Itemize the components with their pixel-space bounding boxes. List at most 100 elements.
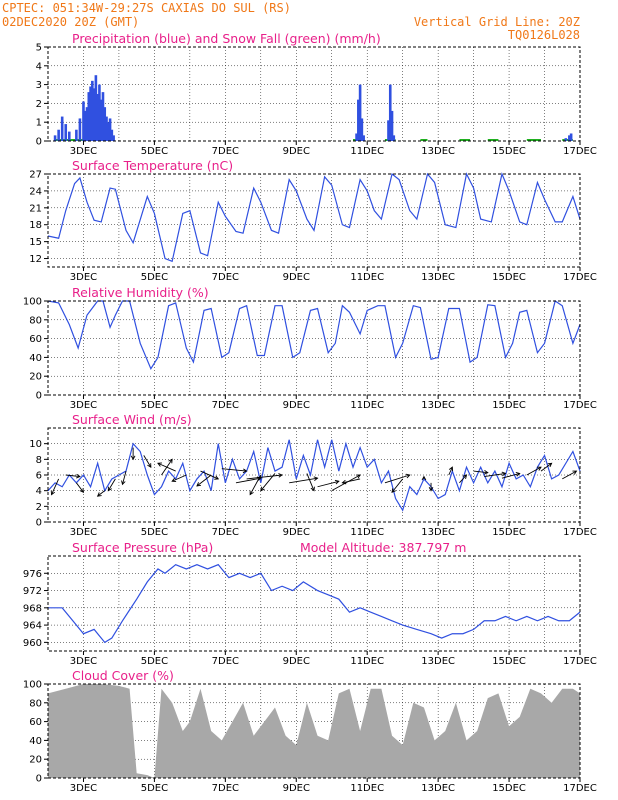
header-location: CPTEC: 051:34W-29:27S CAXIAS DO SUL (RS) bbox=[2, 1, 291, 15]
x-tick-label: 11DEC bbox=[350, 656, 384, 667]
x-tick-label: 3DEC bbox=[70, 146, 97, 157]
precip-title: Precipitation (blue) and Snow Fall (gree… bbox=[72, 31, 381, 46]
precip-bar bbox=[89, 86, 92, 141]
precip-bar bbox=[75, 129, 78, 141]
x-tick-label: 11DEC bbox=[350, 400, 384, 411]
x-tick-label: 11DEC bbox=[350, 783, 384, 794]
y-tick-label: 8 bbox=[36, 455, 42, 466]
precip-bar bbox=[564, 138, 568, 141]
y-tick-label: 40 bbox=[29, 353, 42, 364]
x-tick-label: 13DEC bbox=[421, 146, 455, 157]
x-tick-label: 17DEC bbox=[563, 146, 597, 157]
pressure-annotation: Model Altitude: 387.797 m bbox=[300, 540, 466, 555]
precip-panel: 0 1 2 3 4 5 3DEC 5DEC 7DEC 9DEC 11DEC 13DEC 15DEC 17D… bbox=[36, 31, 597, 157]
precip-bar bbox=[57, 129, 60, 141]
precip-bar bbox=[87, 92, 91, 141]
x-tick-label: 15DEC bbox=[492, 656, 526, 667]
y-tick-label: 4 bbox=[36, 61, 42, 72]
wind-vector bbox=[260, 473, 276, 491]
temperature-frame bbox=[47, 173, 581, 268]
x-tick-label: 15DEC bbox=[492, 783, 526, 794]
wind-vector-head bbox=[214, 475, 220, 480]
precip-bar bbox=[568, 135, 571, 141]
wind-vector bbox=[391, 478, 404, 493]
wind-vector-head bbox=[515, 472, 521, 477]
x-tick-label: 5DEC bbox=[141, 656, 168, 667]
precip-bar bbox=[387, 120, 390, 141]
wind-vector-head bbox=[501, 471, 507, 477]
wind-vector-head bbox=[547, 462, 553, 468]
y-tick-label: 968 bbox=[23, 603, 42, 614]
pressure-panel: 960 964 968 972 976 3DEC 5DEC 7DEC 9DEC 11DEC 13DE… bbox=[23, 540, 597, 667]
temperature-series-line bbox=[47, 172, 581, 263]
x-tick-label: 9DEC bbox=[283, 527, 310, 538]
y-tick-label: 4 bbox=[36, 486, 42, 497]
header-grid-line: Vertical Grid Line: 20Z bbox=[414, 15, 580, 29]
wind-vector-head bbox=[278, 473, 284, 478]
x-tick-label: 15DEC bbox=[492, 146, 526, 157]
y-tick-label: 18 bbox=[29, 220, 42, 231]
y-tick-label: 0 bbox=[36, 391, 42, 402]
y-tick-label: 2 bbox=[36, 502, 42, 513]
y-tick-label: 60 bbox=[29, 717, 42, 728]
wind-vector-head bbox=[313, 476, 319, 481]
wind-vector bbox=[196, 474, 212, 487]
precip-bar bbox=[85, 107, 89, 141]
precip-bar bbox=[106, 122, 110, 141]
wind-vector bbox=[526, 466, 542, 476]
precip-bar bbox=[569, 133, 573, 141]
precip-bar bbox=[390, 110, 394, 141]
wind-vector-head bbox=[448, 466, 454, 472]
x-tick-label: 7DEC bbox=[212, 527, 239, 538]
x-tick-label: 11DEC bbox=[350, 527, 384, 538]
wind-vector bbox=[249, 474, 262, 495]
x-tick-label: 15DEC bbox=[492, 400, 526, 411]
y-tick-label: 100 bbox=[23, 680, 42, 691]
wind-vector-head bbox=[130, 455, 136, 461]
x-tick-label: 13DEC bbox=[421, 400, 455, 411]
wind-vector-head bbox=[334, 479, 340, 485]
wind-vector-head bbox=[483, 469, 489, 475]
y-tick-label: 0 bbox=[36, 518, 42, 529]
wind-vector bbox=[221, 468, 247, 472]
precip-bar bbox=[67, 131, 71, 141]
precip-bar bbox=[101, 92, 105, 141]
wind-vector-head bbox=[536, 466, 542, 471]
x-tick-label: 9DEC bbox=[283, 272, 310, 283]
precip-bar bbox=[92, 88, 96, 141]
x-tick-label: 11DEC bbox=[350, 272, 384, 283]
cloud-frame bbox=[47, 683, 581, 779]
precip-bar bbox=[360, 118, 364, 141]
wind-vector bbox=[289, 477, 318, 484]
wind-vector bbox=[157, 462, 176, 472]
y-tick-label: 12 bbox=[29, 254, 42, 265]
wind-vector bbox=[143, 455, 152, 468]
y-tick-label: 21 bbox=[29, 203, 42, 214]
wind-vector bbox=[459, 474, 467, 484]
y-tick-label: 6 bbox=[36, 471, 42, 482]
x-tick-label: 5DEC bbox=[141, 146, 168, 157]
wind-vector bbox=[317, 480, 339, 488]
x-tick-label: 9DEC bbox=[283, 146, 310, 157]
precip-bar bbox=[82, 101, 85, 141]
y-tick-label: 15 bbox=[29, 237, 42, 248]
x-tick-label: 17DEC bbox=[563, 272, 597, 283]
x-tick-label: 15DEC bbox=[492, 272, 526, 283]
y-tick-label: 5 bbox=[36, 43, 42, 54]
x-tick-label: 7DEC bbox=[212, 656, 239, 667]
header-model-code: TQ0126L028 bbox=[508, 28, 580, 42]
wind-vector-head bbox=[341, 479, 347, 485]
y-tick-label: 1 bbox=[36, 118, 42, 129]
wind-vector-head bbox=[405, 473, 411, 479]
humidity-series-line bbox=[47, 300, 581, 370]
x-tick-label: 5DEC bbox=[141, 783, 168, 794]
wind-vector-head bbox=[196, 482, 201, 487]
y-tick-label: 972 bbox=[23, 586, 42, 597]
wind-vector-head bbox=[79, 488, 85, 493]
x-tick-label: 9DEC bbox=[283, 656, 310, 667]
precip-frame bbox=[47, 46, 581, 142]
wind-vector bbox=[76, 482, 84, 493]
wind-vector-head bbox=[147, 463, 152, 468]
pressure-frame bbox=[47, 555, 581, 652]
